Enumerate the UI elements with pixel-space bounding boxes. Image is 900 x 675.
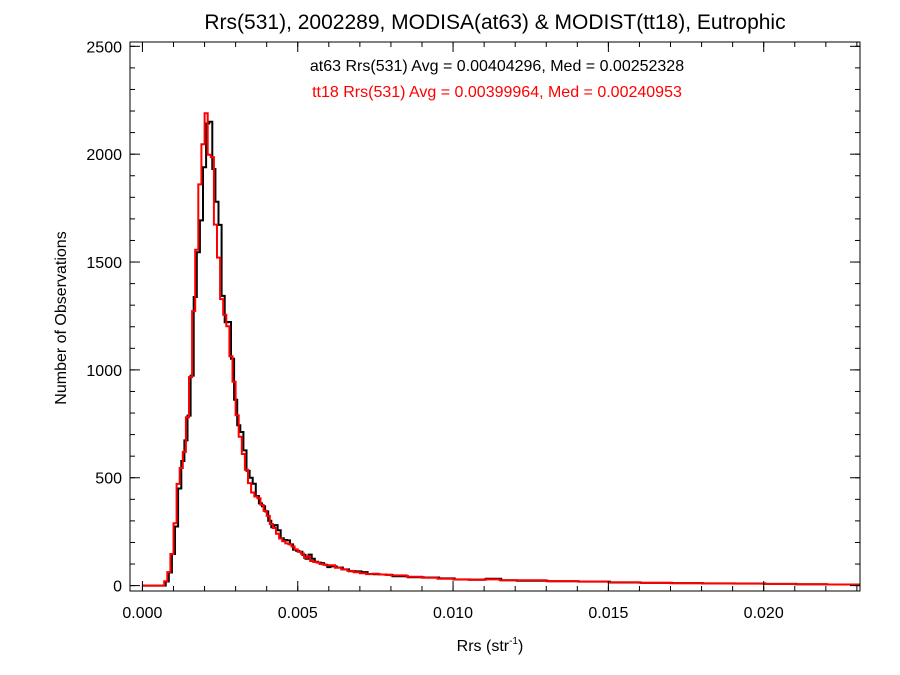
annotations: at63 Rrs(531) Avg = 0.00404296, Med = 0.… (310, 58, 684, 101)
y-tick-label: 2000 (86, 147, 122, 164)
annotation-at63: at63 Rrs(531) Avg = 0.00404296, Med = 0.… (310, 58, 684, 75)
axes: 0.000 0.005 0.010 0.015 0.020 0 500 1000 1500 200… (86, 39, 861, 622)
x-axis-label-sup: -1 (509, 636, 518, 647)
x-tick-label: 0.010 (433, 605, 473, 622)
y-tick-label: 0 (113, 579, 122, 596)
series-tt18 (142, 112, 860, 587)
y-tick-label: 1000 (86, 363, 122, 380)
x-axis-label-close: ) (518, 638, 523, 655)
x-tick-label: 0.015 (588, 605, 628, 622)
y-tick-label: 1500 (86, 255, 122, 272)
annotation-tt18: tt18 Rrs(531) Avg = 0.00399964, Med = 0.… (312, 84, 682, 101)
x-tick-label: 0.020 (744, 605, 784, 622)
x-tick-label: 0.005 (278, 605, 318, 622)
x-tick-label: 0.000 (122, 605, 162, 622)
plot-area (142, 112, 860, 587)
x-axis-label-main: Rrs (str (457, 638, 510, 655)
y-tick-label: 2500 (86, 39, 122, 56)
series-at63 (142, 120, 860, 587)
y-tick-label: 500 (95, 471, 122, 488)
x-axis-label: Rrs (str-1) (457, 636, 524, 655)
plot-frame (129, 41, 861, 592)
y-axis-label: Number of Observations (53, 231, 70, 404)
chart-title: Rrs(531), 2002289, MODISA(at63) & MODIST… (204, 11, 785, 34)
